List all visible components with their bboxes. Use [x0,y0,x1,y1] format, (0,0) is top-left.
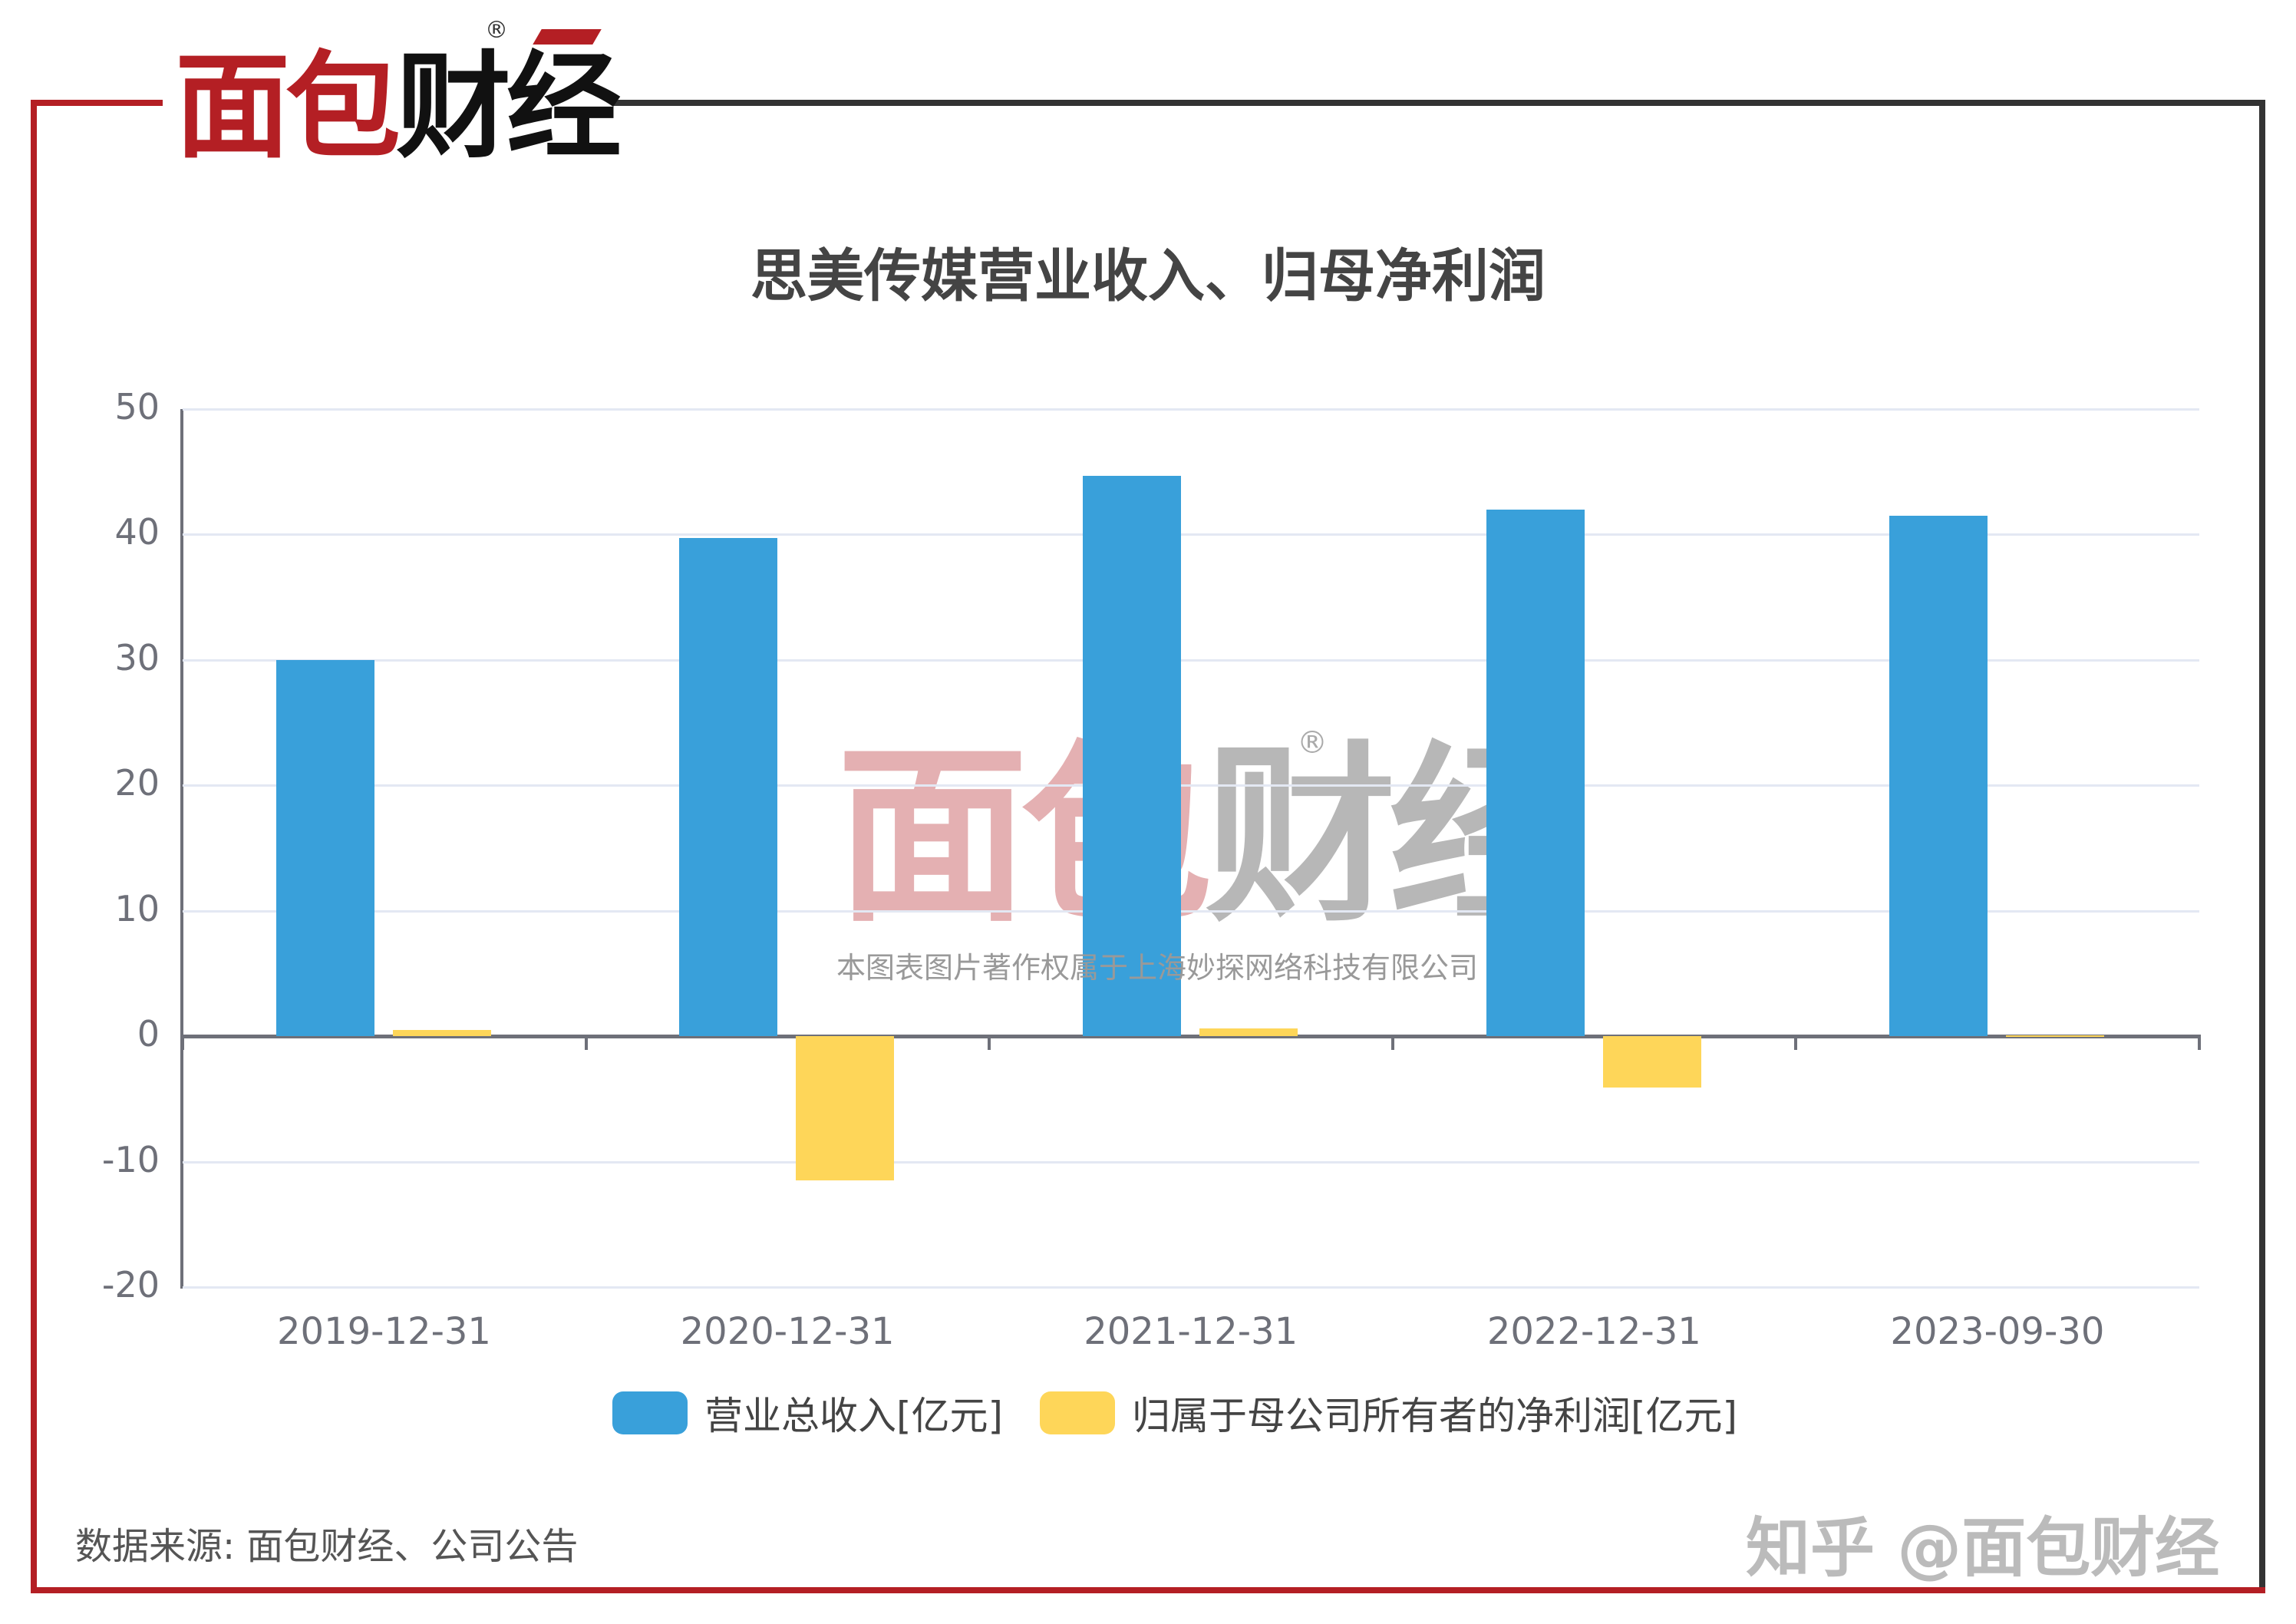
frame-left-border [31,100,37,1593]
logo-text-red: 面包 [175,41,401,174]
y-tick-label: 10 [114,887,160,929]
frame-right-border [2259,100,2265,1593]
x-tick-label: 2022-12-31 [1486,1310,1701,1353]
legend-item-net-profit[interactable]: 归属于母公司所有者的净利润[亿元] [1040,1385,1737,1441]
brand-logo: 面包 财经 [175,31,622,174]
frame-bottom-border [31,1587,2265,1593]
bar-revenue[interactable] [1889,515,1988,1037]
legend-label-revenue: 营业总收入[亿元] [704,1394,1004,1438]
y-tick-label: 50 [114,386,160,427]
bar-revenue[interactable] [1486,509,1585,1037]
logo-text-black: 财经 [396,41,622,174]
y-tick-label: -10 [101,1138,160,1180]
gridline [183,784,2199,787]
bar-revenue[interactable] [275,659,374,1037]
chart-title: 思美传媒营业收入、归母净利润 [750,243,1546,309]
data-source-note: 数据来源: 面包财经、公司公告 [75,1525,579,1568]
bar-net-profit[interactable] [796,1036,895,1181]
frame-top-red-border [31,100,163,106]
x-axis-tick [1794,1036,1798,1051]
bar-revenue[interactable] [1083,475,1181,1037]
gridline [183,533,2199,536]
watermark-copyright: 本图表图片著作权属于上海妙探网络科技有限公司 [836,951,1479,985]
legend: 营业总收入[亿元] 归属于母公司所有者的净利润[亿元] [612,1385,1774,1441]
bar-net-profit[interactable] [392,1029,491,1037]
gridline [183,909,2199,913]
legend-swatch-revenue [612,1391,688,1434]
x-axis-tick [584,1036,588,1051]
y-axis-line [180,409,183,1289]
x-axis-tick [1390,1036,1394,1051]
frame-top-dark-border [614,100,2265,106]
bar-revenue[interactable] [679,538,778,1037]
gridline [183,1160,2199,1164]
watermark-registered-icon: ® [1297,725,1328,761]
gridline [183,659,2199,662]
registered-mark-icon: ® [485,17,508,44]
legend-label-net-profit: 归属于母公司所有者的净利润[亿元] [1132,1394,1738,1438]
legend-swatch-net-profit [1040,1391,1116,1434]
y-tick-label: 40 [114,511,160,553]
y-tick-label: 0 [137,1013,160,1055]
x-axis-tick [181,1036,184,1051]
gridline [183,1286,2199,1289]
x-axis-tick [2198,1036,2201,1051]
bar-net-profit[interactable] [2006,1035,2105,1037]
y-tick-label: 30 [114,636,160,678]
x-axis-tick [988,1036,991,1051]
bar-net-profit[interactable] [1199,1028,1298,1037]
x-tick-label: 2020-12-31 [680,1310,895,1353]
logo-accent-bar [533,29,602,45]
gridline [183,408,2199,411]
x-tick-label: 2021-12-31 [1084,1310,1298,1353]
plot-area: 50 40 30 20 10 0 -10 -20 2019-12-31 2020-12-31 202… [102,386,2201,1353]
y-tick-label: 20 [114,762,160,804]
legend-item-revenue[interactable]: 营业总收入[亿元] [612,1385,1003,1441]
x-tick-label: 2023-09-30 [1890,1310,2105,1353]
zhihu-watermark: 知乎 @面包财经 [1746,1510,2220,1586]
x-tick-label: 2019-12-31 [277,1310,491,1353]
bar-net-profit[interactable] [1602,1036,1701,1088]
y-tick-label: -20 [101,1264,160,1305]
x-axis-line [183,1035,2201,1039]
